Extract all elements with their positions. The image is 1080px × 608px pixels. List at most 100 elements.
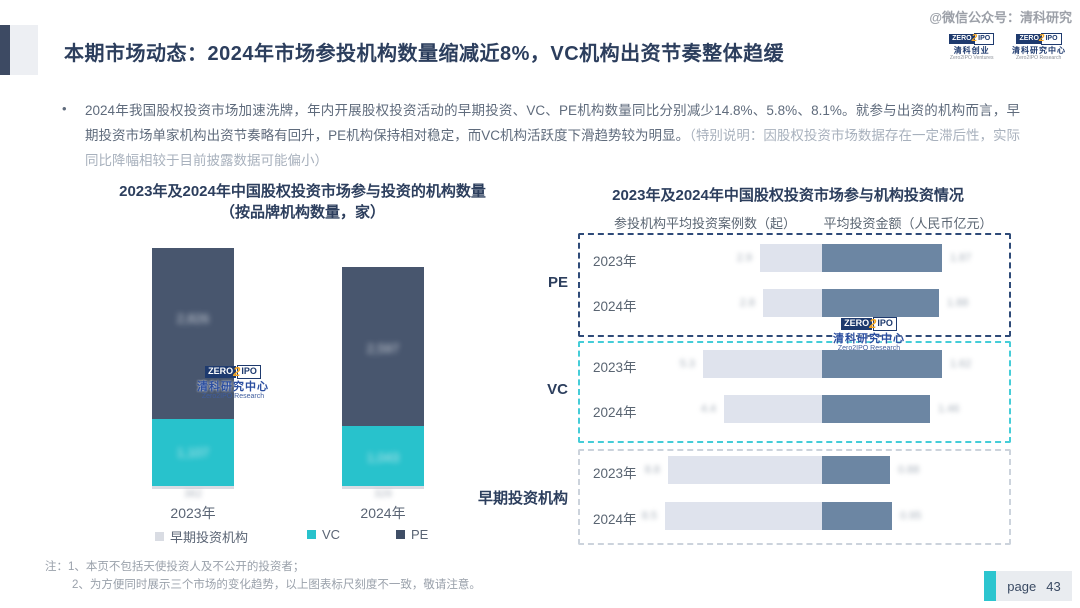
logo-en-label: Zero2IPO Ventures <box>949 55 994 62</box>
logo-cn-label: 清科研究中心 <box>197 381 269 394</box>
note-line-2: 2、为方便同时展示三个市场的变化趋势，以上图表标尺刻度不一致，敬请注意。 <box>72 579 481 591</box>
logo-zero: ZERO <box>949 34 975 44</box>
logo-zero: ZERO <box>1016 34 1042 44</box>
pe-2024-amount-bar <box>822 289 939 317</box>
legend-label-vc: VC <box>322 527 341 542</box>
vc-2023-cases-bar <box>703 350 822 378</box>
vc-group-box <box>578 341 1011 443</box>
logo-en-label: Zero2IPO Research <box>837 345 901 353</box>
bar-2023-vc-segment <box>152 419 234 486</box>
vc-2024-amount-value: 1.46 <box>938 403 960 415</box>
page-title: 本期市场动态：2024年市场参投机构数量缩减近8%，VC机构出资节奏整体趋缓 <box>64 43 785 65</box>
page-word: page <box>1007 578 1037 594</box>
early-2023-amount-bar <box>822 456 890 484</box>
vc-2023-cases-value: 5.3 <box>679 358 695 370</box>
logo-cn-label: 清科研究中心 <box>1012 45 1066 55</box>
right-chart-header-amount: 平均投资金额（人民币亿元） <box>823 216 993 231</box>
page-number: 43 <box>1046 578 1061 594</box>
early-2023-amount-value: 0.88 <box>898 464 920 476</box>
logo-two: 2 <box>233 364 241 379</box>
page-badge-accent <box>984 571 996 601</box>
right-chart-header-cases: 参投机构平均投资案例数（起） <box>613 216 796 231</box>
vc-2023-amount-bar <box>822 350 942 378</box>
bar-2024-vc-segment <box>342 426 424 486</box>
early-2023-cases-bar <box>668 456 822 484</box>
summary-paragraph: 2024年我国股权投资市场加速洗牌，年内开展股权投资活动的早期投资、VC、PE机… <box>85 99 1020 174</box>
logo-en-label: Zero2IPO Research <box>1016 55 1062 62</box>
logo-ipo: IPO <box>974 33 995 45</box>
left-chart-subtitle: （按品牌机构数量，家） <box>219 204 385 221</box>
legend-label-early: 早期投资机构 <box>170 530 249 545</box>
zero2ipo-research-logo: ZERO 2 IPO 清科研究中心 Zero2IPO Research <box>1012 33 1066 62</box>
pe-2023-cases-bar <box>760 244 822 272</box>
summary-main: 2024年我国股权投资市场加速洗牌，年内开展股权投资活动的早期投资、VC、PE机… <box>85 103 1020 143</box>
vc-2024-cases-bar <box>724 395 822 423</box>
early-group-box <box>578 449 1011 545</box>
zero2ipo-watermark-right: ZERO 2 IPO 清科研究中心 Zero2IPO Research <box>833 316 905 353</box>
logo-cn-label: 清科研究中心 <box>833 333 905 346</box>
logo-two: 2 <box>869 316 877 331</box>
bar-2024-vc-value: 1,043 <box>366 450 400 465</box>
logo-zero: ZERO <box>205 366 237 379</box>
logo-cn-label: 清科创业 <box>953 45 990 55</box>
pe-2023-amount-value: 1.87 <box>950 252 972 264</box>
pe-group-box <box>578 233 1011 337</box>
logo-ipo: IPO <box>237 365 261 380</box>
pe-2023-amount-bar <box>822 244 942 272</box>
bar-2023-pe-value: 2,826 <box>176 311 210 326</box>
legend-item-pe: PE <box>396 527 428 542</box>
group-label-vc: VC <box>547 381 568 398</box>
legend-item-early: 早期投资机构 <box>155 527 248 546</box>
bar-2023-early-value: 382 <box>183 488 203 500</box>
pe-2024-year-label: 2024年 <box>593 299 637 314</box>
logo-mark: ZERO 2 IPO <box>205 364 261 380</box>
pe-2024-cases-bar <box>763 289 822 317</box>
legend-item-vc: VC <box>307 527 340 542</box>
early-2024-year-label: 2024年 <box>593 512 637 527</box>
bar-2024-early-value: 326 <box>373 488 393 500</box>
logo-two: 2 <box>1038 33 1045 45</box>
bar-2024-pe-segment <box>342 267 424 426</box>
vc-2024-amount-bar <box>822 395 930 423</box>
bar-2023-vc-value: 1,107 <box>176 445 210 460</box>
bullet-marker: • <box>62 101 67 116</box>
group-label-pe: PE <box>547 274 568 291</box>
zero2ipo-ventures-logo: ZERO 2 IPO 清科创业 Zero2IPO Ventures <box>946 33 997 62</box>
note-line-1: 注：1、本页不包括天使投资人及不公开的投资者； <box>45 561 305 573</box>
page-badge: page 43 <box>996 571 1072 601</box>
early-2024-amount-bar <box>822 502 892 530</box>
left-chart-title: 2023年及2024年中国股权投资市场参与投资的机构数量 <box>119 183 486 200</box>
pe-2024-amount-value: 1.88 <box>947 297 969 309</box>
vc-2023-year-label: 2023年 <box>593 360 637 375</box>
legend-swatch-early <box>155 532 164 541</box>
legend-swatch-pe <box>396 530 405 539</box>
right-chart-title: 2023年及2024年中国股权投资市场参与机构投资情况 <box>612 187 964 204</box>
title-accent-bar <box>0 25 10 75</box>
zero2ipo-watermark-left: ZERO 2 IPO 清科研究中心 Zero2IPO Research <box>197 364 269 401</box>
early-2023-year-label: 2023年 <box>593 466 637 481</box>
x-axis-label-2024: 2024年 <box>360 505 406 521</box>
x-axis-label-2023: 2023年 <box>170 505 216 521</box>
pe-2023-year-label: 2023年 <box>593 254 637 269</box>
title-accent-bar-light <box>10 25 38 75</box>
early-2024-cases-value: 8.5 <box>641 510 657 522</box>
logo-en-label: Zero2IPO Research <box>201 393 265 401</box>
legend-swatch-vc <box>307 530 316 539</box>
vc-2023-amount-value: 1.62 <box>950 358 972 370</box>
vc-2024-year-label: 2024年 <box>593 405 637 420</box>
early-2024-cases-bar <box>665 502 822 530</box>
bar-2023-pe-segment <box>152 248 234 419</box>
pe-2023-cases-value: 2.9 <box>736 252 752 264</box>
bar-2024-early-segment <box>342 486 424 489</box>
pe-2024-cases-value: 2.8 <box>739 297 755 309</box>
bar-2024-pe-value: 2,597 <box>366 341 400 356</box>
early-2024-amount-value: 0.95 <box>900 510 922 522</box>
logo-mark: ZERO 2 IPO <box>841 316 897 332</box>
early-2023-cases-value: 8.8 <box>644 464 660 476</box>
bar-2023-early-segment <box>152 486 234 489</box>
logo-two: 2 <box>971 33 978 45</box>
logo-ipo: IPO <box>1041 33 1062 45</box>
wechat-watermark: @微信公众号：清科研究 <box>929 10 1072 25</box>
vc-2024-cases-value: 4.4 <box>700 403 716 415</box>
